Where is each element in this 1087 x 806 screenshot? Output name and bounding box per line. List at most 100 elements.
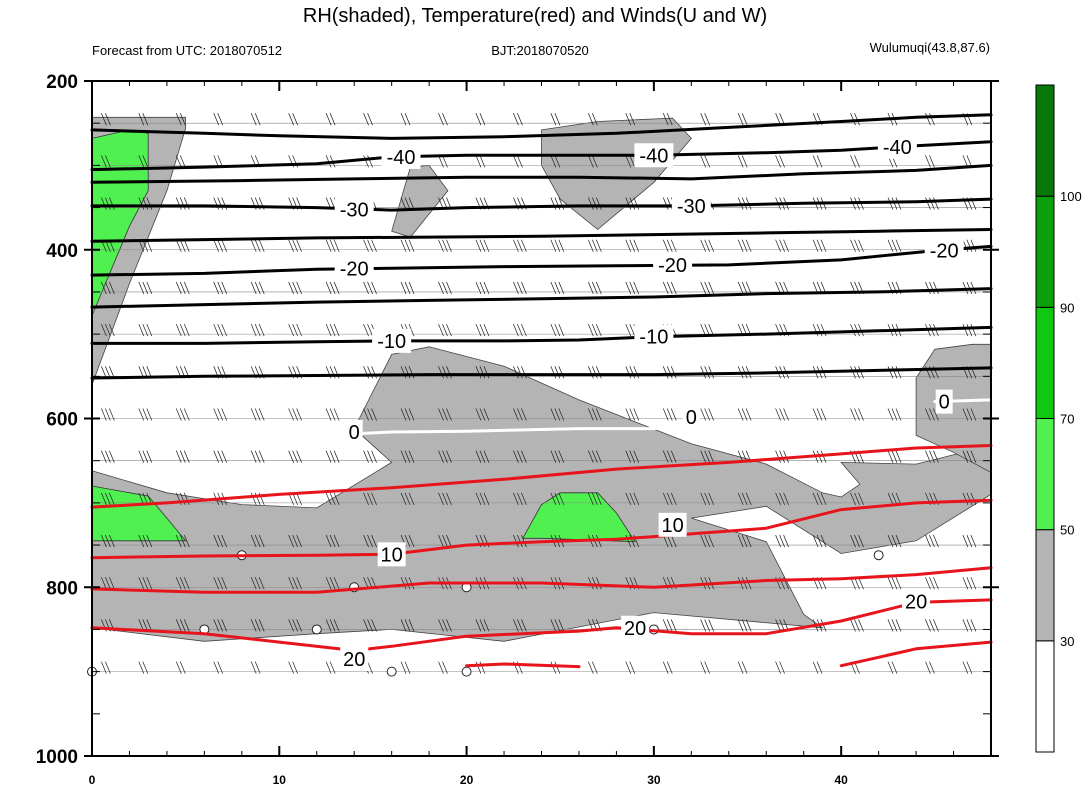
wind-barb bbox=[250, 281, 257, 295]
wind-barb bbox=[591, 239, 598, 252]
contour-label: 20 bbox=[905, 592, 927, 614]
wind-barb bbox=[587, 155, 594, 168]
wind-barb bbox=[670, 492, 677, 506]
wind-barb bbox=[175, 113, 182, 126]
wind-barb bbox=[850, 155, 856, 168]
calm-circle bbox=[386, 666, 397, 677]
contour-label: -20 bbox=[658, 255, 687, 277]
wind-barb bbox=[666, 661, 673, 674]
wind-barb bbox=[962, 619, 969, 632]
wind-barb bbox=[970, 619, 977, 632]
wind-barb bbox=[408, 492, 415, 506]
wind-barb bbox=[442, 408, 448, 421]
wind-barb bbox=[101, 577, 107, 590]
wind-barb bbox=[591, 450, 598, 463]
wind-barb bbox=[670, 239, 677, 252]
wind-barb bbox=[891, 492, 898, 506]
wind-barb bbox=[812, 492, 819, 506]
wind-barb bbox=[521, 366, 527, 379]
wind-barb bbox=[333, 492, 340, 506]
wind-barb bbox=[146, 534, 153, 548]
wind-barb bbox=[704, 113, 711, 126]
wind-barb bbox=[446, 534, 452, 548]
wind-barb bbox=[296, 450, 302, 463]
wind-barb bbox=[554, 281, 561, 295]
wind-barb bbox=[741, 408, 748, 421]
wind-barb bbox=[101, 408, 107, 421]
wind-barb bbox=[479, 239, 486, 252]
wind-barb bbox=[475, 492, 482, 506]
wind-barb bbox=[962, 577, 969, 590]
wind-barb bbox=[483, 281, 490, 295]
isotherm--30 bbox=[90, 197, 993, 212]
wind-barb bbox=[408, 366, 415, 379]
wind-barb bbox=[367, 619, 373, 632]
wind-barb bbox=[816, 239, 823, 252]
wind-barb bbox=[183, 492, 190, 506]
colorbar-segment-3 bbox=[1035, 306, 1055, 420]
contour-label: 10 bbox=[661, 515, 683, 537]
wind-barb bbox=[962, 408, 969, 421]
wind-barb bbox=[741, 661, 748, 674]
wind-barb bbox=[704, 534, 711, 548]
wind-barb bbox=[970, 408, 977, 421]
wind-barb bbox=[329, 281, 336, 295]
contour-label-bg bbox=[334, 197, 374, 222]
wind-barb bbox=[179, 155, 186, 168]
wind-barb bbox=[175, 281, 182, 295]
wind-barb bbox=[475, 619, 482, 632]
wind-barb bbox=[595, 281, 602, 295]
forecast-time-label: Forecast from UTC: 2018070512 bbox=[92, 43, 282, 58]
wind-barb bbox=[179, 661, 186, 674]
wind-barb bbox=[408, 281, 415, 295]
wind-barb bbox=[250, 408, 257, 421]
wind-barb bbox=[142, 450, 149, 463]
wind-barb bbox=[329, 113, 336, 126]
wind-barb bbox=[442, 113, 448, 126]
wind-barb bbox=[550, 239, 557, 252]
wind-barb bbox=[179, 619, 186, 632]
wind-barb bbox=[700, 450, 707, 463]
isotherm--40 bbox=[90, 140, 993, 172]
wind-barb bbox=[325, 577, 332, 590]
wind-barb bbox=[438, 366, 444, 379]
wind-barb bbox=[925, 408, 931, 421]
wind-barb bbox=[254, 281, 261, 295]
isotherm-25 bbox=[839, 640, 993, 668]
wind-barb bbox=[296, 492, 302, 506]
wind-barb bbox=[925, 113, 931, 126]
wind-barb bbox=[595, 408, 602, 421]
wind-barb bbox=[704, 492, 711, 506]
wind-barb bbox=[925, 661, 931, 674]
wind-barb bbox=[929, 113, 935, 126]
wind-barb bbox=[783, 408, 789, 421]
wind-barb bbox=[329, 239, 336, 252]
wind-barb bbox=[591, 323, 598, 337]
wind-barb bbox=[175, 408, 182, 421]
wind-barb bbox=[970, 492, 977, 506]
wind-barb bbox=[700, 492, 707, 506]
wind-barb bbox=[179, 408, 186, 421]
wind-barb bbox=[442, 661, 448, 674]
wind-barb bbox=[700, 534, 707, 548]
wind-barb bbox=[775, 155, 781, 168]
wind-barb bbox=[213, 281, 220, 295]
wind-barb bbox=[183, 281, 190, 295]
wind-barb bbox=[587, 197, 594, 210]
wind-barb bbox=[891, 619, 898, 632]
wind-barb bbox=[895, 619, 902, 632]
wind-barb bbox=[670, 619, 677, 632]
wind-barb bbox=[737, 661, 744, 674]
wind-barb bbox=[966, 661, 973, 674]
wind-barb bbox=[446, 366, 452, 379]
wind-barb bbox=[217, 450, 224, 463]
wind-barb bbox=[179, 534, 186, 548]
wind-barb bbox=[629, 281, 636, 295]
wind-barb bbox=[109, 577, 115, 590]
wind-barb bbox=[558, 239, 565, 252]
contour-label: -30 bbox=[677, 196, 706, 218]
wind-barb bbox=[183, 577, 190, 590]
contour-label: 20 bbox=[343, 649, 365, 671]
wind-barb bbox=[891, 577, 898, 590]
